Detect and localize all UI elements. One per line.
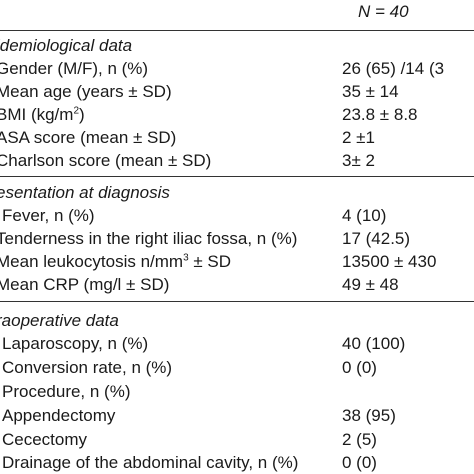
n-column-header: N = 40 [358,2,409,21]
section-title-row: idemiological data [0,34,474,57]
table-row: Drainage of the abdominal cavity, n (%) … [0,451,474,474]
table-row: Laparoscopy, n (%) 40 (100) [0,332,474,355]
row-value: 17 (42.5) [342,229,411,248]
section-title: esentation at diagnosis [0,183,170,202]
table-row: Mean age (years ± SD) 35 ± 14 [0,80,474,103]
section-title-row: raoperative data [0,309,474,332]
table-row: Fever, n (%) 4 (10) [0,204,474,227]
row-value: 49 ± 48 [342,275,399,294]
row-label: Tenderness in the right iliac fossa, n (… [0,229,298,248]
row-label: Fever, n (%) [2,206,95,225]
row-label: Appendectomy [2,406,116,425]
row-label: ASA score (mean ± SD) [0,128,177,147]
row-value: 35 ± 14 [342,82,399,101]
row-label: Drainage of the abdominal cavity, n (%) [2,453,299,472]
row-value: 4 (10) [342,206,387,225]
row-value: 2 ±1 [342,128,375,147]
row-value: 13500 ± 430 [342,252,437,271]
section-title-row: esentation at diagnosis [0,181,474,204]
row-value: 23.8 ± 8.8 [342,105,418,124]
table-header-row: N = 40 [0,0,474,23]
row-value: 0 (0) [342,358,377,377]
row-label: Procedure, n (%) [2,382,131,401]
table-row: Mean leukocytosis n/mm3 ± SD 13500 ± 430 [0,250,474,273]
table-row: Charlson score (mean ± SD) 3± 2 [0,149,474,172]
section-rule [0,176,474,177]
row-label: Mean leukocytosis n/mm3 ± SD [0,252,232,271]
table-row: BMI (kg/m2) 23.8 ± 8.8 [0,103,474,126]
row-label: Laparoscopy, n (%) [2,334,149,353]
table-row: Conversion rate, n (%) 0 (0) [0,356,474,379]
table-row: Cecectomy 2 (5) [0,428,474,451]
row-value: 38 (95) [342,406,396,425]
table-row: Mean CRP (mg/l ± SD) 49 ± 48 [0,273,474,296]
table-row: Appendectomy 38 (95) [0,404,474,427]
row-label: Mean CRP (mg/l ± SD) [0,275,170,294]
table-row: Tenderness in the right iliac fossa, n (… [0,227,474,250]
row-value: 26 (65) /14 (3 [342,59,445,78]
row-value: 40 (100) [342,334,406,353]
table-row: Gender (M/F), n (%) 26 (65) /14 (3 [0,57,474,80]
row-label: Gender (M/F), n (%) [0,59,149,78]
table-row: Procedure, n (%) [0,380,474,403]
section-title: idemiological data [0,36,133,55]
row-label: Charlson score (mean ± SD) [0,151,212,170]
row-label: Conversion rate, n (%) [2,358,173,377]
row-label: Cecectomy [2,430,88,449]
row-label: Mean age (years ± SD) [0,82,172,101]
header-rule [0,30,474,31]
row-value: 2 (5) [342,430,377,449]
table-row: ASA score (mean ± SD) 2 ±1 [0,126,474,149]
section-rule [0,301,474,302]
row-value: 3± 2 [342,151,375,170]
row-label: BMI (kg/m2) [0,105,85,124]
row-value: 0 (0) [342,453,377,472]
section-title: raoperative data [0,311,119,330]
